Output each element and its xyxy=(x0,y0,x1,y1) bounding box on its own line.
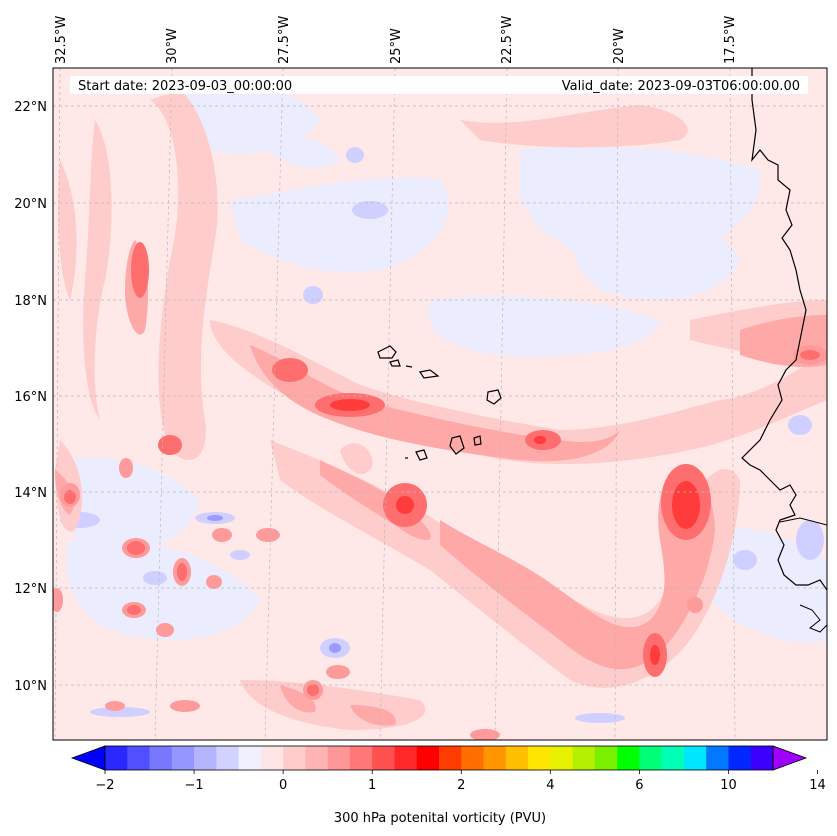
colorbar-label: 300 hPa potenital vorticity (PVU) xyxy=(334,811,546,826)
lon-label: 32.5°W xyxy=(54,16,69,64)
colorbar-tick-label: 4 xyxy=(546,778,554,793)
colorbar-cell xyxy=(461,746,485,770)
header-box xyxy=(70,76,808,94)
colorbar-cell xyxy=(238,746,262,770)
lat-label: 20°N xyxy=(14,197,47,212)
colorbar-cell xyxy=(728,746,752,770)
colorbar-cell xyxy=(349,746,373,770)
lat-label: 10°N xyxy=(14,679,47,694)
lat-label: 14°N xyxy=(14,486,47,501)
colorbar-cell xyxy=(550,746,574,770)
colorbar-cell xyxy=(483,746,507,770)
lat-label: 22°N xyxy=(14,100,47,115)
colorbar-cell xyxy=(260,746,284,770)
colorbar-cell xyxy=(439,746,462,770)
lat-label: 16°N xyxy=(14,390,47,405)
colorbar-tick-label: 6 xyxy=(635,778,643,793)
colorbar-cell xyxy=(127,746,151,770)
lon-label: 17.5°W xyxy=(723,16,738,64)
negative-pv-regions xyxy=(58,77,827,643)
map-panel xyxy=(53,68,827,740)
colorbar-extend-high xyxy=(772,745,808,771)
colorbar-tick-label: 10 xyxy=(720,778,737,793)
colorbar-cell xyxy=(594,746,618,770)
lat-label: 18°N xyxy=(14,294,47,309)
latitude-labels: 22°N 20°N 18°N 16°N 14°N 12°N 10°N xyxy=(14,100,47,694)
colorbar-cell xyxy=(372,746,395,770)
colorbar-cell xyxy=(750,746,774,770)
colorbar-cell xyxy=(639,746,663,770)
lon-label: 30°W xyxy=(165,28,180,64)
colorbar-extend-low xyxy=(70,745,106,771)
lon-label: 25°W xyxy=(389,28,404,64)
colorbar-cell xyxy=(416,746,440,770)
colorbar-frame xyxy=(104,745,774,771)
colorbar: −2 −1 0 1 2 4 6 10 14 300 hPa potenital vorticit… xyxy=(70,745,826,826)
cape-verde-islands xyxy=(377,345,502,461)
colorbar-cell xyxy=(505,746,529,770)
colorbar-tick-label: 2 xyxy=(457,778,465,793)
african-coastline xyxy=(741,68,827,591)
colorbar-cell xyxy=(706,746,729,770)
colorbar-tick-label: 1 xyxy=(368,778,376,793)
lon-label: 20°W xyxy=(612,28,627,64)
pv-cores-strong xyxy=(330,399,700,665)
valid-date-label: Valid_date: 2023-09-03T06:00:00.00 xyxy=(562,79,800,94)
map-frame xyxy=(52,67,828,741)
negative-pv-cores xyxy=(60,147,824,723)
colorbar-cell xyxy=(105,746,128,770)
colorbar-cell xyxy=(283,746,306,770)
longitude-labels: 32.5°W 30°W 27.5°W 25°W 22.5°W 20°W 17.5… xyxy=(54,16,738,64)
start-date-label: Start date: 2023-09-03_00:00:00 xyxy=(78,79,292,94)
colorbar-cell xyxy=(216,746,240,770)
colorbar-cell xyxy=(572,746,596,770)
lat-label: 12°N xyxy=(14,582,47,597)
colorbar-tick-label: −1 xyxy=(184,778,203,793)
colorbar-cell xyxy=(683,746,707,770)
colorbar-cell xyxy=(528,746,551,770)
gambia-estuary xyxy=(779,517,827,526)
lon-label: 22.5°W xyxy=(500,16,515,64)
negative-pv-strong xyxy=(207,515,341,653)
guinea-bissau-coast xyxy=(799,604,827,633)
colorbar-cell xyxy=(327,746,351,770)
colorbar-cell xyxy=(149,746,173,770)
colorbar-cell xyxy=(617,746,640,770)
colorbar-cells xyxy=(105,746,774,770)
colorbar-ticks: −2 −1 0 1 2 4 6 10 14 xyxy=(95,770,826,793)
colorbar-tick-label: 14 xyxy=(809,778,826,793)
gridlines xyxy=(53,68,827,740)
colorbar-cell xyxy=(194,746,217,770)
lon-label: 27.5°W xyxy=(277,16,292,64)
colorbar-cell xyxy=(394,746,418,770)
colorbar-cell xyxy=(305,746,329,770)
colorbar-cell xyxy=(171,746,195,770)
colorbar-cell xyxy=(661,746,685,770)
colorbar-tick-label: −2 xyxy=(95,778,114,793)
colorbar-tick-label: 0 xyxy=(279,778,287,793)
